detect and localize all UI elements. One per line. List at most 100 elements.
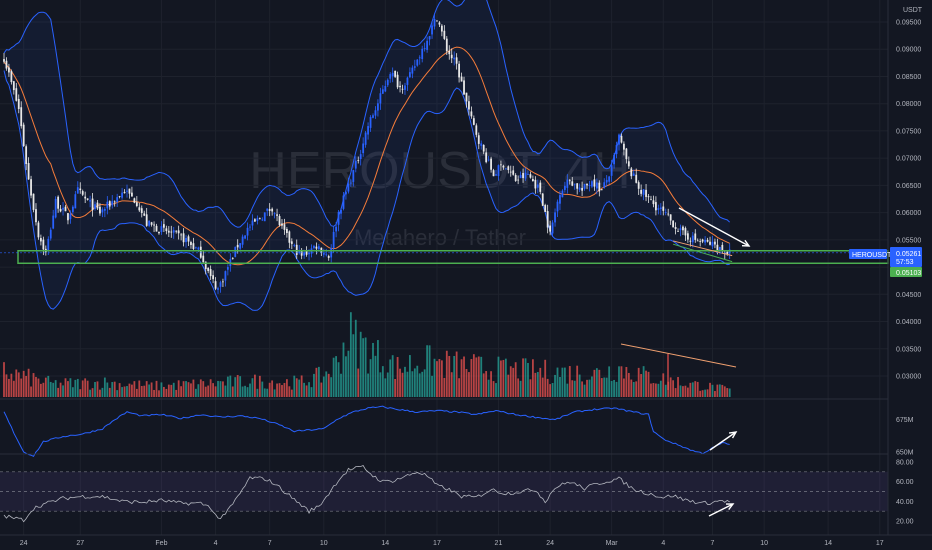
volume-bar[interactable] [330, 377, 333, 397]
candle[interactable] [359, 149, 362, 166]
volume-bar[interactable] [551, 382, 554, 397]
volume-bar[interactable] [290, 389, 293, 397]
candle[interactable] [721, 242, 724, 254]
candle[interactable] [32, 193, 35, 213]
volume-bar[interactable] [165, 388, 168, 397]
volume-bar[interactable] [517, 378, 520, 397]
candle[interactable] [428, 35, 431, 46]
volume-bar[interactable] [568, 366, 571, 397]
candle[interactable] [217, 286, 219, 294]
volume-bar[interactable] [126, 386, 128, 397]
candle[interactable] [106, 196, 109, 215]
candle[interactable] [20, 101, 23, 129]
candle[interactable] [657, 204, 660, 215]
volume-bar[interactable] [583, 384, 586, 397]
volume-bar[interactable] [381, 366, 384, 397]
volume-bar[interactable] [534, 372, 537, 397]
candle[interactable] [256, 215, 259, 225]
volume-bar[interactable] [529, 379, 532, 397]
candle[interactable] [330, 244, 333, 263]
volume-bar[interactable] [637, 367, 640, 397]
candle[interactable] [96, 200, 99, 210]
volume-bar[interactable] [613, 379, 615, 397]
volume-bar[interactable] [623, 378, 625, 397]
volume-bar[interactable] [655, 383, 657, 397]
volume-bar[interactable] [69, 378, 72, 397]
volume-bar[interactable] [723, 386, 726, 397]
volume-bar[interactable] [571, 380, 574, 397]
candle[interactable] [8, 63, 10, 77]
candle[interactable] [207, 267, 210, 274]
volume-bar[interactable] [209, 379, 212, 397]
candle[interactable] [177, 225, 180, 240]
volume-bar[interactable] [682, 386, 684, 397]
candle[interactable] [25, 144, 28, 171]
volume-bar[interactable] [153, 389, 155, 397]
candle[interactable] [182, 228, 185, 247]
volume-bar[interactable] [103, 377, 106, 397]
candle[interactable] [664, 208, 667, 216]
candle[interactable] [22, 122, 25, 147]
volume-bar[interactable] [194, 388, 197, 397]
candle[interactable] [172, 226, 175, 239]
volume-bar[interactable] [684, 385, 687, 397]
volume-bar[interactable] [308, 382, 310, 397]
volume-bar[interactable] [155, 380, 158, 397]
volume-bar[interactable] [101, 387, 104, 397]
volume-bar[interactable] [84, 378, 87, 397]
volume-bar[interactable] [433, 358, 436, 397]
volume-bar[interactable] [605, 377, 608, 397]
volume-bar[interactable] [59, 382, 62, 397]
candle[interactable] [593, 174, 596, 191]
volume-bar[interactable] [418, 373, 421, 397]
volume-bar[interactable] [234, 377, 237, 397]
candle[interactable] [347, 177, 350, 194]
volume-bar[interactable] [261, 381, 264, 397]
candle[interactable] [153, 221, 155, 232]
candle[interactable] [313, 244, 315, 250]
volume-bar[interactable] [659, 380, 662, 397]
candle[interactable] [522, 168, 524, 183]
candle[interactable] [286, 227, 288, 238]
volume-bar[interactable] [406, 371, 409, 397]
candle[interactable] [263, 212, 266, 222]
candle[interactable] [490, 156, 492, 173]
candle[interactable] [536, 179, 539, 194]
volume-bar[interactable] [374, 355, 377, 397]
volume-bar[interactable] [726, 388, 729, 397]
volume-bar[interactable] [32, 373, 35, 397]
candle[interactable] [89, 195, 91, 208]
volume-bar[interactable] [207, 385, 210, 397]
candle[interactable] [586, 183, 588, 190]
volume-bar[interactable] [608, 366, 611, 397]
candle[interactable] [140, 205, 143, 218]
volume-bar[interactable] [450, 372, 453, 397]
candle[interactable] [148, 220, 151, 228]
candle[interactable] [219, 280, 222, 293]
volume-bar[interactable] [337, 362, 340, 397]
candle[interactable] [630, 166, 633, 180]
candle[interactable] [337, 210, 340, 232]
volume-bar[interactable] [544, 359, 547, 397]
candle[interactable] [76, 181, 79, 194]
candle[interactable] [167, 226, 170, 237]
volume-bar[interactable] [182, 381, 185, 397]
candle[interactable] [605, 175, 608, 187]
volume-bar[interactable] [423, 369, 426, 397]
candle[interactable] [608, 175, 611, 185]
volume-bar[interactable] [25, 375, 28, 397]
candle[interactable] [357, 156, 360, 164]
candle[interactable] [652, 195, 655, 208]
candle[interactable] [399, 81, 401, 93]
candle[interactable] [165, 225, 168, 235]
candle[interactable] [394, 70, 397, 79]
volume-bar[interactable] [148, 384, 151, 397]
volume-bar[interactable] [527, 362, 529, 397]
volume-bar[interactable] [86, 380, 89, 397]
candle[interactable] [17, 94, 20, 114]
volume-bar[interactable] [440, 360, 443, 397]
volume-bar[interactable] [509, 366, 512, 397]
candle[interactable] [559, 190, 561, 211]
volume-bar[interactable] [642, 366, 645, 397]
candle[interactable] [185, 235, 187, 248]
